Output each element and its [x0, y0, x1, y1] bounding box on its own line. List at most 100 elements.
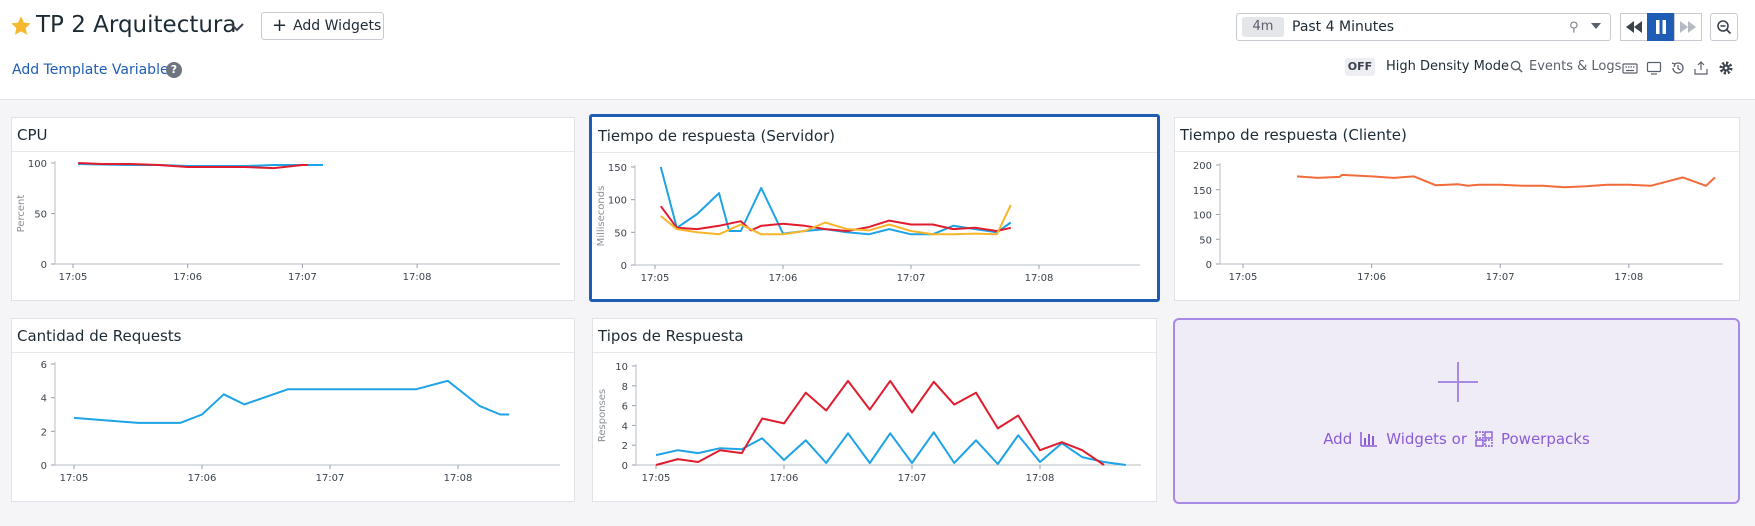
y-tick-label: 150	[608, 163, 627, 174]
y-tick-label: 0	[41, 461, 47, 472]
series-line-0	[659, 166, 1012, 236]
y-tick-label: 100	[608, 196, 627, 207]
plus-icon: +	[272, 15, 288, 36]
y-tick-label: 0	[622, 461, 628, 472]
add-template-variables-link[interactable]: Add Template Variables	[12, 62, 176, 78]
pause-button[interactable]	[1647, 13, 1675, 41]
y-tick-label: 8	[622, 382, 628, 393]
x-tick-label: 17:07	[897, 273, 926, 284]
x-tick-label: 17:07	[898, 473, 927, 484]
dashboard-header: TP 2 Arquitectura + Add Widgets Add Temp…	[0, 0, 1755, 100]
y-tick-label: 50	[614, 228, 627, 239]
plus-icon	[1438, 362, 1478, 402]
x-tick-label: 17:08	[403, 272, 432, 283]
add-widgets-button[interactable]: + Add Widgets	[261, 12, 384, 40]
y-tick-label: 0	[41, 260, 47, 271]
rewind-button[interactable]	[1620, 13, 1648, 41]
x-tick-label: 17:06	[770, 473, 799, 484]
add-powerpacks-link[interactable]: Powerpacks	[1500, 430, 1590, 448]
x-tick-label: 17:08	[1026, 473, 1055, 484]
y-tick-label: 2	[41, 427, 47, 438]
x-tick-label: 17:07	[1486, 272, 1515, 283]
y-tick-label: 0	[1206, 260, 1212, 271]
widget-divider	[592, 152, 1157, 153]
add-tile-prefix: Add	[1323, 430, 1353, 448]
high-density-label[interactable]: High Density Mode	[1386, 59, 1509, 74]
high-density-toggle[interactable]: OFF	[1345, 58, 1375, 76]
series-line-0	[1296, 173, 1716, 189]
widget-request-count[interactable]: Cantidad de Requests 0 2 4 6 17:05 17:06 17:07…	[11, 318, 575, 502]
add-widget-tile[interactable]: Add Widgets or Powerpacks	[1173, 318, 1740, 504]
widget-server-response-time[interactable]: Tiempo de respuesta (Servidor) 0 50 100 150…	[589, 114, 1160, 302]
x-tick-label: 17:08	[1614, 272, 1643, 283]
server-response-chart: 0 50 100 150 17:05 17:06 17:07 17:08 Millisecond…	[596, 163, 1140, 284]
x-tick-label: 17:06	[769, 273, 798, 284]
y-tick-label: 4	[622, 421, 628, 432]
widget-title: Tipos de Respuesta	[598, 327, 744, 345]
tv-mode-icon[interactable]	[1646, 60, 1662, 76]
y-tick-label: 50	[1199, 235, 1212, 246]
x-tick-label: 17:08	[1025, 273, 1054, 284]
x-tick-label: 17:05	[641, 273, 670, 284]
time-range-picker[interactable]: 4m Past 4 Minutes ⚲	[1236, 13, 1611, 41]
series-line-1	[78, 162, 309, 170]
fast-forward-button[interactable]	[1674, 13, 1702, 41]
y-tick-label: 6	[41, 360, 47, 371]
x-tick-label: 17:07	[316, 473, 345, 484]
y-tick-label: 200	[1193, 161, 1212, 172]
chevron-down-icon[interactable]	[228, 18, 246, 36]
keyboard-icon[interactable]	[1622, 60, 1638, 76]
y-tick-label: 6	[622, 402, 628, 413]
y-tick-label: 2	[622, 441, 628, 452]
y-tick-label: 100	[28, 159, 47, 170]
export-icon[interactable]	[1693, 60, 1709, 76]
x-tick-label: 17:05	[59, 272, 88, 283]
widget-title: Tiempo de respuesta (Cliente)	[1180, 126, 1407, 144]
widget-response-types[interactable]: Tipos de Respuesta 0 2 4 6 8 10 17:05 17:06 17:0…	[592, 318, 1157, 502]
help-icon[interactable]: ?	[166, 62, 182, 78]
widget-cpu[interactable]: CPU 0 50 100 17:05 17:06 17:07 17:08 Percent	[11, 117, 575, 301]
series-line-0	[655, 431, 1126, 466]
widget-title: CPU	[17, 126, 48, 144]
y-axis-label: Milliseconds	[596, 186, 607, 247]
x-tick-label: 17:05	[642, 473, 671, 484]
y-tick-label: 10	[615, 362, 628, 373]
favorite-star-icon[interactable]	[10, 15, 32, 37]
widget-divider	[12, 352, 574, 353]
series-line-0	[73, 379, 510, 424]
y-tick-label: 150	[1193, 186, 1212, 197]
events-logs-label: Events & Logs	[1529, 59, 1622, 74]
add-widgets-link[interactable]: Widgets or	[1386, 430, 1467, 448]
widget-client-response-time[interactable]: Tiempo de respuesta (Cliente) 0 50 100 150 2…	[1174, 117, 1740, 301]
zoom-out-button[interactable]	[1710, 13, 1738, 41]
series-line-1	[659, 205, 1012, 232]
history-icon[interactable]	[1670, 60, 1686, 76]
time-range-label: Past 4 Minutes	[1292, 19, 1395, 35]
x-tick-label: 17:08	[444, 473, 473, 484]
chevron-down-icon[interactable]	[1591, 23, 1601, 29]
series-line-2	[660, 204, 1012, 236]
settings-icon[interactable]	[1718, 60, 1734, 76]
widget-divider	[1175, 151, 1739, 152]
x-tick-label: 17:06	[188, 473, 217, 484]
request-count-chart: 0 2 4 6 17:05 17:06 17:07 17:08	[41, 360, 560, 484]
x-tick-label: 17:07	[288, 272, 317, 283]
add-widgets-label: Add Widgets	[293, 18, 382, 34]
pause-icon	[1656, 20, 1666, 34]
x-tick-label: 17:05	[1229, 272, 1258, 283]
y-tick-label: 100	[1193, 211, 1212, 222]
events-logs-button[interactable]: Events & Logs	[1510, 59, 1621, 74]
powerpack-icon	[1475, 431, 1493, 447]
series-line-1	[655, 379, 1105, 466]
y-tick-label: 0	[621, 261, 627, 272]
response-types-chart: 0 2 4 6 8 10 17:05 17:06 17:07 17:08 Responses	[597, 362, 1141, 484]
pin-icon[interactable]: ⚲	[1569, 20, 1579, 35]
widget-title: Tiempo de respuesta (Servidor)	[598, 127, 836, 145]
y-axis-label: Percent	[16, 195, 27, 233]
zoom-out-icon	[1717, 20, 1732, 35]
dashboard-title[interactable]: TP 2 Arquitectura	[36, 12, 237, 38]
y-tick-label: 50	[34, 210, 47, 221]
bar-chart-icon	[1360, 432, 1378, 447]
y-axis-label: Responses	[597, 389, 608, 442]
search-icon	[1510, 60, 1523, 73]
